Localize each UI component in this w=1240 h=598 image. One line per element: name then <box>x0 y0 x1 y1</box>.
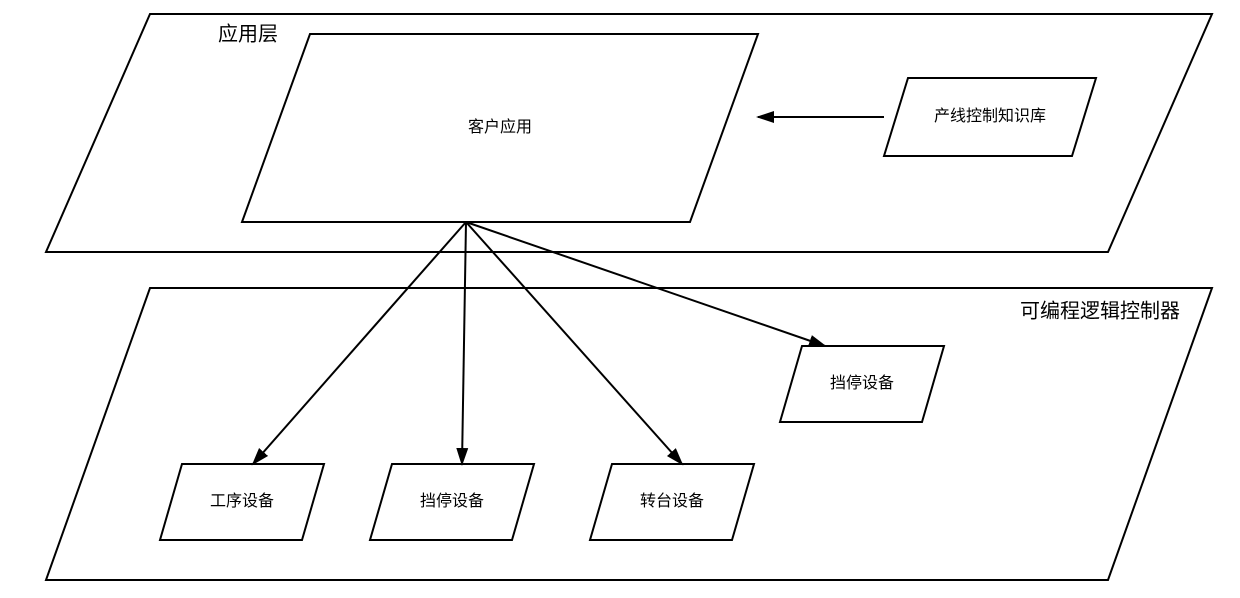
node-label-client_app: 客户应用 <box>468 117 532 136</box>
layer-title-plc: 可编程逻辑控制器 <box>1020 299 1180 322</box>
edge-client_app-to-process_device <box>253 222 466 464</box>
layer-title-application: 应用层 <box>218 22 278 45</box>
edge-client_app-to-block_device_right <box>466 222 825 346</box>
architecture-diagram: 客户应用产线控制知识库工序设备挡停设备转台设备挡停设备 应用层可编程逻辑控制器 <box>0 0 1240 598</box>
edge-client_app-to-block_device_left <box>462 222 466 464</box>
node-label-turntable_device: 转台设备 <box>640 492 704 510</box>
node-label-block_device_right: 挡停设备 <box>830 374 894 392</box>
layer-plc <box>46 288 1212 580</box>
node-label-block_device_left: 挡停设备 <box>420 492 484 510</box>
layer-application <box>46 14 1212 252</box>
node-label-knowledge_base: 产线控制知识库 <box>934 107 1046 125</box>
node-label-process_device: 工序设备 <box>210 492 274 510</box>
